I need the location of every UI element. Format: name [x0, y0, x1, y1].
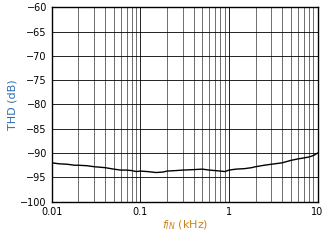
X-axis label: $f_{IN}$ (kHz): $f_{IN}$ (kHz) — [162, 218, 208, 232]
Y-axis label: THD (dB): THD (dB) — [8, 79, 18, 130]
